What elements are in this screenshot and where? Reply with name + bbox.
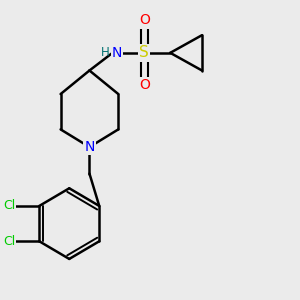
Text: O: O <box>139 14 150 27</box>
Text: N: N <box>112 46 122 60</box>
Text: H: H <box>101 46 110 59</box>
Text: O: O <box>139 78 150 92</box>
Text: Cl: Cl <box>3 235 15 248</box>
Text: S: S <box>140 45 149 60</box>
Text: N: N <box>84 140 94 154</box>
Text: Cl: Cl <box>3 200 15 212</box>
